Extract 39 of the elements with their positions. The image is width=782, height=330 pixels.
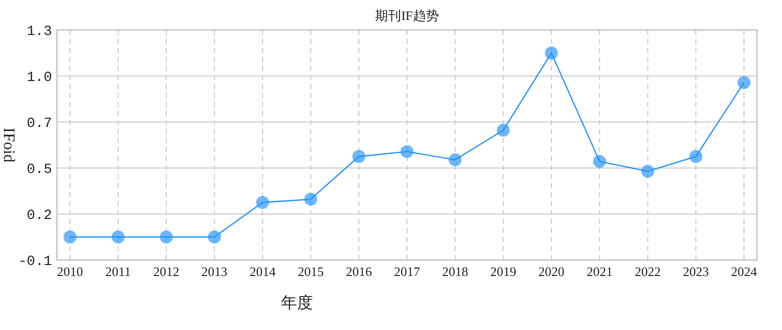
- point: [304, 192, 318, 206]
- y-axis-title: IFoid: [0, 128, 17, 162]
- x-tick-label: 2013: [201, 264, 228, 279]
- x-tick-label: 2024: [731, 264, 758, 279]
- y-tick-label: 0.5: [26, 162, 52, 178]
- point: [593, 154, 606, 168]
- x-tick-label: 2017: [394, 264, 420, 279]
- point: [256, 196, 270, 209]
- point: [738, 76, 750, 90]
- point: [641, 164, 654, 178]
- point: [400, 145, 414, 158]
- x-tick-label: 2014: [250, 264, 276, 279]
- y-tick-label: 1.0: [26, 70, 52, 86]
- chart-title: 期刊IF趋势: [375, 8, 439, 23]
- x-tick-label: 2010: [57, 264, 83, 279]
- x-axis-title: 年度: [281, 294, 313, 312]
- y-tick-label: 0.2: [26, 208, 52, 224]
- point: [448, 153, 462, 166]
- x-tick-label: 2019: [490, 264, 516, 279]
- point: [352, 150, 366, 163]
- point: [160, 230, 173, 244]
- x-tick-label: 2015: [298, 264, 324, 279]
- y-tick-label: 0.7: [26, 116, 52, 132]
- x-tick-label: 2018: [442, 264, 468, 279]
- point: [64, 230, 76, 244]
- point: [112, 230, 125, 244]
- x-tick-label: 2012: [153, 264, 180, 279]
- x-tick-label: 2022: [634, 264, 661, 279]
- point: [544, 46, 558, 60]
- x-tick-label: 2020: [538, 264, 564, 279]
- point: [208, 230, 221, 244]
- y-tick-label: -0.1: [18, 254, 52, 270]
- x-tick-label: 2021: [586, 264, 613, 279]
- x-tick-label: 2016: [346, 264, 372, 279]
- y-tick-label: 1.3: [26, 24, 52, 40]
- x-tick-label: 2023: [682, 264, 709, 279]
- point: [689, 150, 702, 163]
- point: [496, 124, 510, 137]
- x-tick-label: 2011: [105, 264, 131, 279]
